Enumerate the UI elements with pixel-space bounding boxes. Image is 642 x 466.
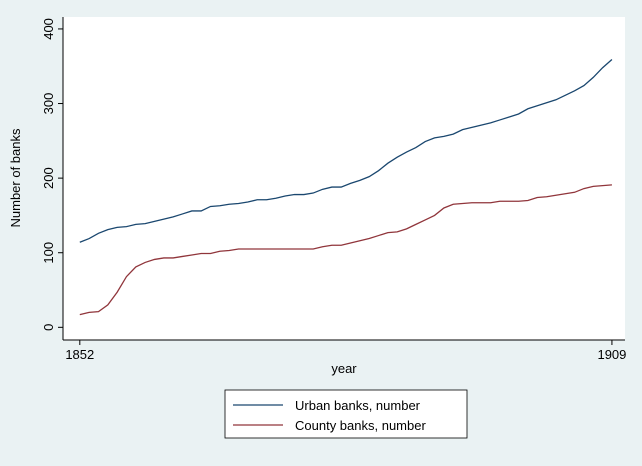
x-axis-title: year (331, 361, 357, 376)
series-line (79, 59, 613, 243)
y-tick-label: 400 (41, 18, 56, 40)
legend-label: County banks, number (295, 418, 426, 433)
legend (224, 389, 468, 439)
y-axis-title: Number of banks (8, 128, 23, 227)
x-tick-label: 1852 (65, 347, 94, 362)
y-tick-label: 300 (41, 93, 56, 115)
series-line (79, 184, 612, 316)
y-tick-label: 100 (41, 242, 56, 264)
y-tick-label: 0 (41, 324, 56, 331)
legend-label: Urban banks, number (295, 398, 421, 413)
plot-area (63, 17, 625, 340)
x-tick-label: 1909 (597, 347, 626, 362)
y-tick-label: 200 (41, 167, 56, 189)
